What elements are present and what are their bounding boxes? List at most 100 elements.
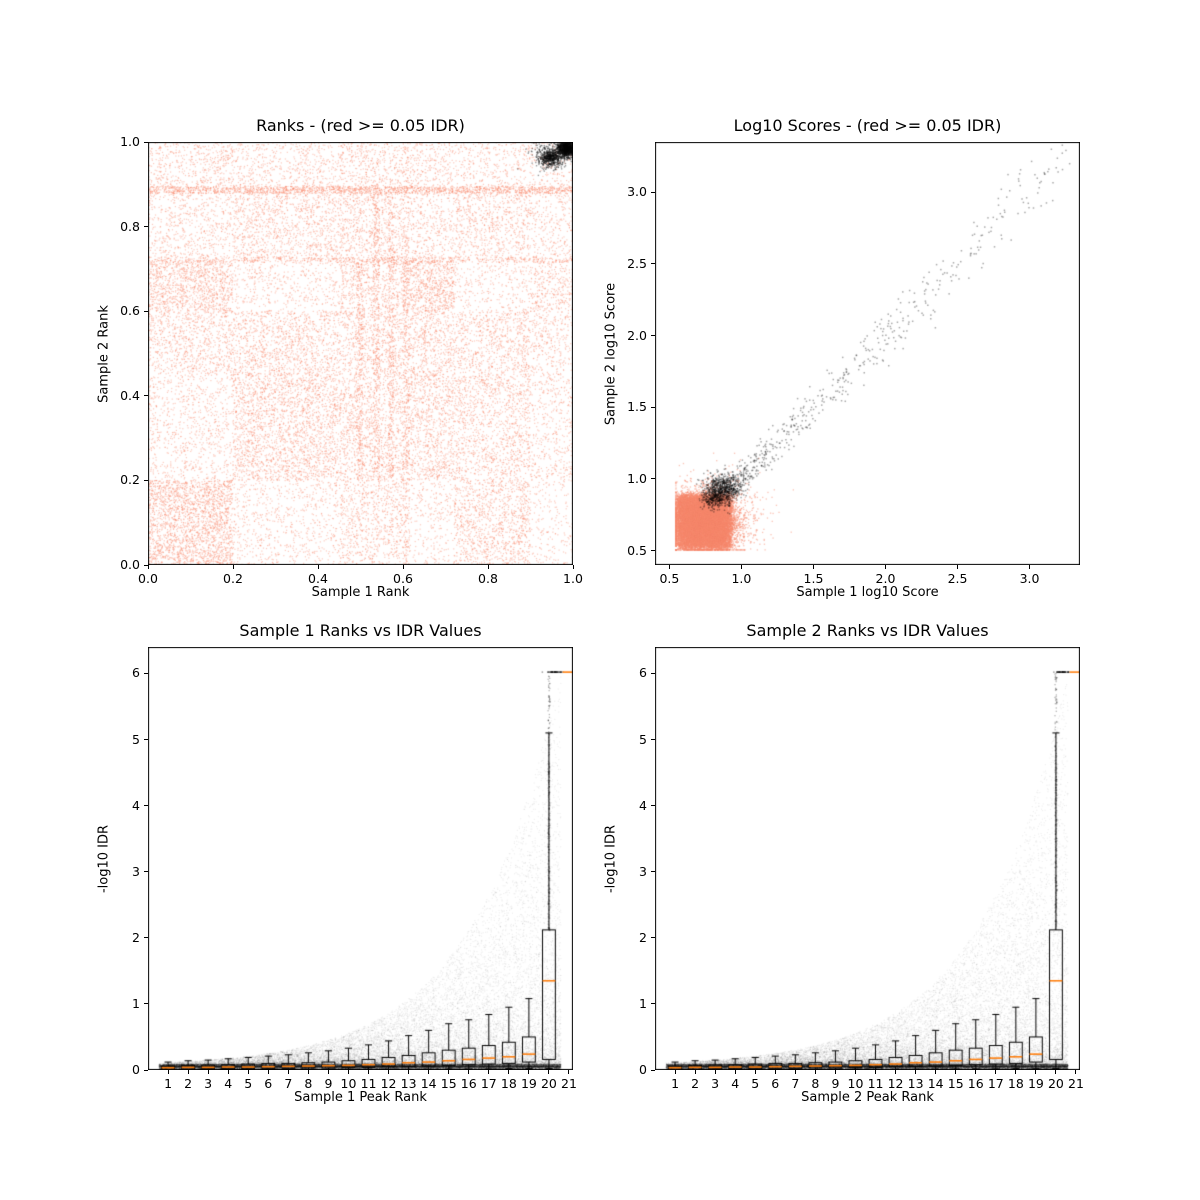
x-tick-label: 17 <box>987 1076 1004 1091</box>
x-tick-mark <box>408 1070 410 1074</box>
x-tick-label: 19 <box>520 1076 537 1091</box>
y-tick-label: 1 <box>639 995 647 1011</box>
x-tick-mark <box>955 1070 957 1074</box>
x-tick-label: 0.8 <box>478 571 498 586</box>
x-tick-mark <box>187 1070 189 1074</box>
x-tick-label: 13 <box>907 1076 924 1091</box>
x-tick-mark <box>487 565 489 569</box>
y-tick-label: 6 <box>639 665 647 681</box>
x-tick-mark <box>1029 565 1031 569</box>
x-tick-label: 12 <box>380 1076 397 1091</box>
y-tick-mark <box>144 871 148 873</box>
y-tick-mark <box>651 871 655 873</box>
y-tick-label: 2 <box>639 929 647 945</box>
y-tick-mark <box>144 1003 148 1005</box>
y-tick-mark <box>144 226 148 228</box>
x-tick-mark <box>488 1070 490 1074</box>
x-tick-label: 4 <box>731 1076 740 1091</box>
x-tick-mark <box>740 565 742 569</box>
y-tick-label: 0.8 <box>120 218 140 234</box>
y-tick-mark <box>651 191 655 193</box>
y-tick-label: 0 <box>639 1062 647 1077</box>
plot-title: Ranks - (red >= 0.05 IDR) <box>256 116 465 135</box>
x-tick-label: 4 <box>224 1076 233 1091</box>
x-tick-label: 0.4 <box>308 571 328 586</box>
plot-title: Log10 Scores - (red >= 0.05 IDR) <box>733 116 1002 135</box>
y-tick-mark <box>144 479 148 481</box>
y-tick-label: 0 <box>132 1062 140 1077</box>
x-tick-label: 2.0 <box>875 571 896 586</box>
x-axis-label: Sample 1 log10 Score <box>796 585 939 600</box>
x-tick-label: 1.0 <box>563 571 583 586</box>
x-tick-mark <box>267 1070 269 1074</box>
x-tick-mark <box>528 1070 530 1074</box>
x-tick-label: 19 <box>1027 1076 1044 1091</box>
x-tick-mark <box>247 1070 249 1074</box>
x-tick-mark <box>694 1070 696 1074</box>
x-tick-mark <box>207 1070 209 1074</box>
x-tick-label: 8 <box>304 1076 313 1091</box>
y-tick-label: 2.0 <box>627 327 647 343</box>
x-tick-mark <box>548 1070 550 1074</box>
x-tick-mark <box>1035 1070 1037 1074</box>
x-tick-mark <box>568 1070 570 1074</box>
y-tick-mark <box>144 310 148 312</box>
x-tick-mark <box>915 1070 917 1074</box>
x-tick-mark <box>147 565 149 569</box>
y-tick-label: 1.0 <box>120 134 140 149</box>
y-tick-mark <box>651 1003 655 1005</box>
y-axis-label-text: -log10 IDR <box>603 824 619 893</box>
x-tick-mark <box>875 1070 877 1074</box>
x-tick-label: 7 <box>284 1076 293 1091</box>
x-tick-label: 14 <box>420 1076 437 1091</box>
x-tick-mark <box>885 565 886 569</box>
y-tick-mark <box>651 550 655 552</box>
y-tick-mark <box>651 263 655 265</box>
y-tick-label: 0.0 <box>120 557 140 572</box>
y-axis-label: Sample 2 log10 Score <box>603 142 619 565</box>
y-tick-mark <box>144 805 148 807</box>
x-tick-mark <box>674 1070 676 1074</box>
x-tick-label: 0.2 <box>223 571 243 586</box>
y-tick-mark <box>651 478 655 480</box>
y-tick-mark <box>144 937 148 939</box>
y-tick-label: 4 <box>639 797 647 813</box>
x-tick-label: 1 <box>671 1076 680 1091</box>
x-tick-label: 1.0 <box>731 571 752 586</box>
y-tick-mark <box>651 937 655 939</box>
y-tick-mark <box>651 672 655 674</box>
x-tick-label: 13 <box>400 1076 417 1091</box>
x-tick-mark <box>812 565 814 569</box>
x-tick-label: 21 <box>1068 1076 1084 1091</box>
y-tick-label: 0.5 <box>627 542 647 558</box>
x-tick-label: 16 <box>460 1076 477 1091</box>
x-axis-label: Sample 2 Peak Rank <box>801 1090 934 1105</box>
y-tick-mark <box>144 395 148 397</box>
x-tick-label: 10 <box>340 1076 357 1091</box>
x-tick-mark <box>167 1070 169 1074</box>
x-tick-mark <box>995 1070 997 1074</box>
x-tick-label: 2 <box>184 1076 193 1091</box>
x-tick-mark <box>327 1070 329 1074</box>
x-tick-label: 15 <box>947 1076 964 1091</box>
x-tick-label: 10 <box>847 1076 864 1091</box>
x-tick-mark <box>975 1070 977 1074</box>
y-tick-label: 3.0 <box>627 184 647 200</box>
y-tick-mark <box>651 406 655 408</box>
x-tick-mark <box>317 565 319 569</box>
x-tick-mark <box>227 1070 229 1074</box>
x-tick-mark <box>428 1070 430 1074</box>
x-tick-label: 11 <box>867 1076 884 1091</box>
x-tick-label: 3 <box>204 1076 213 1091</box>
x-tick-label: 21 <box>561 1076 577 1091</box>
x-tick-mark <box>232 565 234 569</box>
x-tick-label: 16 <box>967 1076 984 1091</box>
x-tick-mark <box>1015 1070 1017 1074</box>
x-tick-mark <box>468 1070 470 1074</box>
x-tick-mark <box>347 1070 349 1074</box>
x-tick-label: 17 <box>480 1076 497 1091</box>
x-tick-label: 3.0 <box>1019 571 1040 586</box>
x-tick-mark <box>854 1070 856 1074</box>
x-tick-label: 2 <box>691 1076 700 1091</box>
